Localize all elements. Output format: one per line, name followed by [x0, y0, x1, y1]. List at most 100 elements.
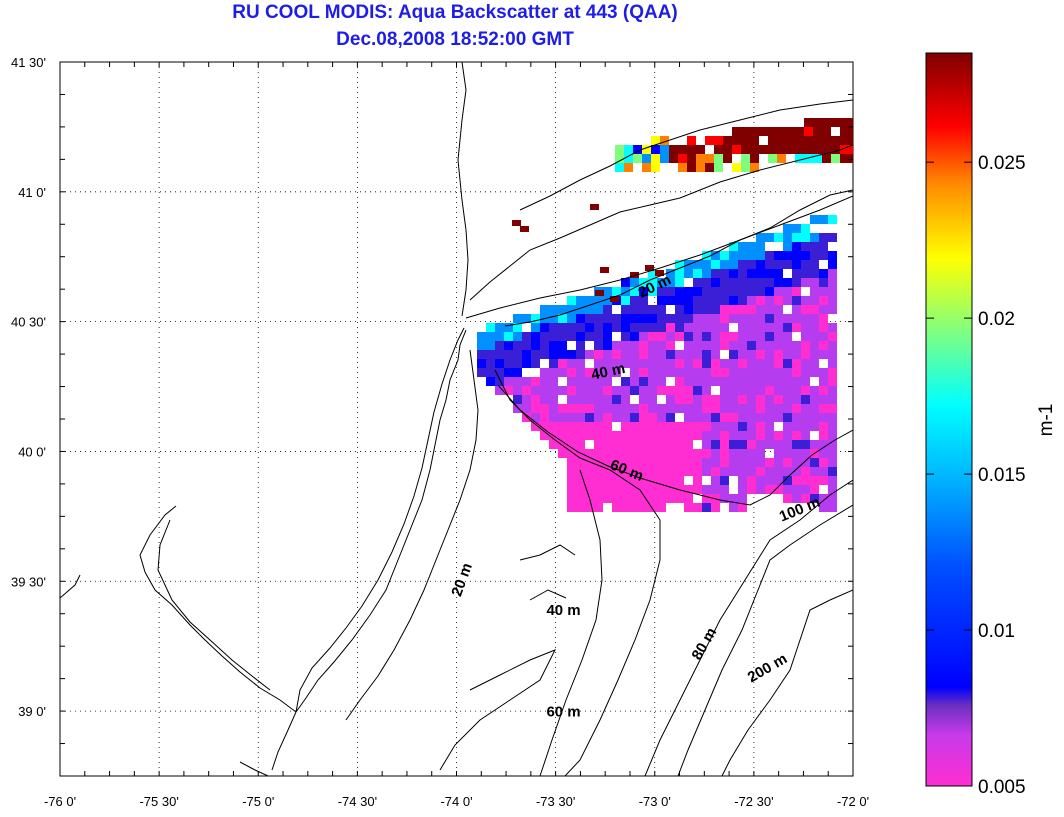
data-pixel	[495, 359, 504, 368]
data-pixel	[531, 332, 540, 341]
isobath-40m-hudson	[494, 369, 661, 776]
data-pixel	[801, 233, 810, 242]
data-pixel	[678, 163, 687, 172]
data-pixel	[648, 377, 657, 386]
data-pixel	[693, 260, 702, 269]
data-pixel	[711, 341, 720, 350]
data-pixel	[549, 386, 558, 395]
data-pixel	[819, 458, 828, 467]
data-pixel	[729, 413, 738, 422]
data-pixel	[657, 350, 666, 359]
data-pixel	[738, 278, 747, 287]
data-pixel	[723, 154, 732, 163]
data-pixel	[558, 449, 567, 458]
data-pixel	[828, 485, 837, 494]
data-pixel	[702, 323, 711, 332]
backscatter-data-layer	[477, 118, 853, 512]
data-pixel	[576, 305, 585, 314]
data-pixel	[783, 350, 792, 359]
data-pixel	[765, 404, 774, 413]
data-pixel	[693, 278, 702, 287]
data-pixel	[522, 413, 531, 422]
data-pixel	[558, 404, 567, 413]
data-pixel	[615, 163, 624, 172]
data-pixel	[594, 323, 603, 332]
data-pixel	[747, 323, 756, 332]
data-pixel	[513, 386, 522, 395]
data-pixel	[756, 467, 765, 476]
data-pixel	[639, 404, 648, 413]
data-pixel	[621, 332, 630, 341]
data-pixel	[531, 395, 540, 404]
data-pixel	[657, 332, 666, 341]
data-pixel	[684, 341, 693, 350]
data-pixel	[822, 145, 831, 154]
data-pixel	[720, 386, 729, 395]
data-pixel	[783, 332, 792, 341]
data-pixel	[828, 494, 837, 503]
data-pixel	[720, 449, 729, 458]
data-pixel	[756, 404, 765, 413]
data-pixel	[747, 296, 756, 305]
data-pixel	[621, 314, 630, 323]
data-pixel	[819, 341, 828, 350]
data-pixel	[612, 395, 621, 404]
data-pixel	[567, 404, 576, 413]
data-pixel	[639, 422, 648, 431]
data-pixel	[657, 386, 666, 395]
data-pixel	[738, 341, 747, 350]
data-pixel	[720, 440, 729, 449]
data-pixel	[585, 386, 594, 395]
data-pixel	[822, 127, 831, 136]
data-pixel	[621, 503, 630, 512]
data-pixel	[801, 260, 810, 269]
data-pixel	[792, 467, 801, 476]
data-pixel	[756, 233, 765, 242]
data-pixel	[819, 332, 828, 341]
data-pixel	[666, 404, 675, 413]
data-pixel	[675, 359, 684, 368]
x-tick-label: -72 0'	[837, 794, 869, 809]
data-pixel	[603, 323, 612, 332]
nj-coastline	[295, 327, 467, 713]
data-pixel	[666, 323, 675, 332]
data-pixel	[810, 341, 819, 350]
data-pixel	[720, 377, 729, 386]
data-pixel	[477, 359, 486, 368]
data-pixel	[702, 458, 711, 467]
data-pixel	[576, 431, 585, 440]
data-pixel	[504, 359, 513, 368]
data-pixel	[849, 145, 853, 154]
data-pixel	[648, 269, 657, 278]
data-pixel	[801, 377, 810, 386]
data-pixel	[783, 458, 792, 467]
data-pixel	[831, 145, 840, 154]
data-pixel	[603, 296, 612, 305]
data-pixel	[774, 386, 783, 395]
data-pixel	[549, 332, 558, 341]
data-pixel	[645, 265, 654, 271]
data-pixel	[693, 386, 702, 395]
data-pixel	[765, 233, 774, 242]
data-pixel	[621, 350, 630, 359]
data-pixel	[657, 494, 666, 503]
data-pixel	[738, 476, 747, 485]
data-pixel	[729, 269, 738, 278]
data-pixel	[531, 413, 540, 422]
data-pixel	[612, 386, 621, 395]
data-pixel	[810, 359, 819, 368]
data-pixel	[801, 359, 810, 368]
data-pixel	[549, 350, 558, 359]
data-pixel	[738, 431, 747, 440]
data-pixel	[720, 485, 729, 494]
data-pixel	[612, 485, 621, 494]
data-pixel	[711, 359, 720, 368]
data-pixel	[801, 422, 810, 431]
data-pixel	[630, 296, 639, 305]
data-pixel	[639, 332, 648, 341]
data-pixel	[720, 458, 729, 467]
data-pixel	[648, 314, 657, 323]
data-pixel	[756, 386, 765, 395]
data-pixel	[828, 503, 837, 512]
data-pixel	[810, 251, 819, 260]
